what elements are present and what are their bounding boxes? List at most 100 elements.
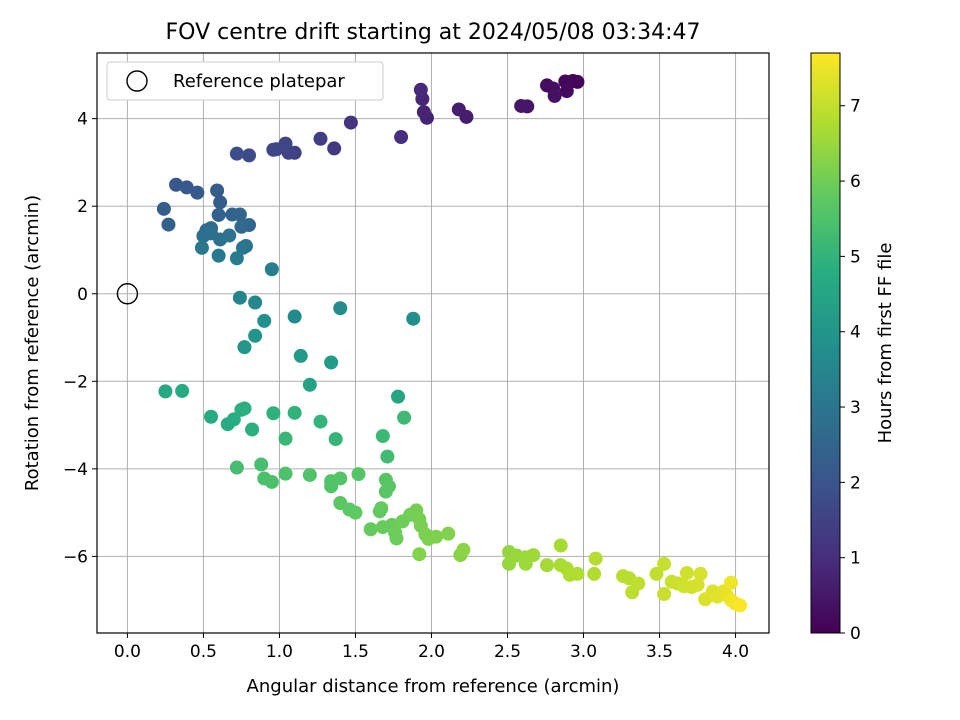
legend-reference-marker	[126, 70, 148, 92]
data-point	[690, 577, 705, 592]
colorbar-gradient	[810, 52, 841, 634]
data-point	[242, 148, 257, 163]
data-point	[278, 466, 293, 481]
x-tick-label: 2.5	[494, 642, 521, 662]
data-point	[245, 422, 260, 437]
data-point	[514, 98, 529, 113]
data-point	[194, 240, 209, 255]
reference-platepar-marker	[116, 283, 139, 305]
y-tick-label: 2	[77, 197, 88, 217]
x-axis-ticks: 0.0 0.5 1.0 1.5 2.0 2.5 3.0 3.5 4.0	[114, 633, 749, 662]
data-point	[374, 501, 389, 516]
data-point	[649, 566, 664, 581]
y-tick-label: −6	[63, 547, 88, 567]
colorbar-tick-label: 1	[850, 549, 861, 569]
data-point	[293, 348, 308, 363]
data-point	[723, 575, 738, 590]
data-point	[248, 295, 263, 310]
data-point	[375, 429, 390, 444]
chart-title: FOV centre drift starting at 2024/05/08 …	[166, 20, 701, 45]
data-point	[232, 207, 247, 222]
data-point	[333, 301, 348, 316]
colorbar-tick-label: 4	[850, 323, 861, 343]
data-point	[540, 558, 555, 573]
data-point	[412, 547, 427, 562]
data-point	[264, 474, 279, 489]
data-point	[237, 401, 252, 416]
data-point	[429, 529, 444, 544]
x-tick-label: 0.5	[190, 642, 217, 662]
data-point	[175, 383, 190, 398]
data-point	[733, 598, 748, 613]
data-point	[229, 146, 244, 161]
data-point	[264, 262, 279, 277]
data-point	[313, 414, 328, 429]
data-point	[226, 412, 241, 427]
x-tick-label: 2.0	[418, 642, 445, 662]
y-tick-label: −2	[63, 372, 88, 392]
data-point	[210, 183, 225, 198]
data-point	[257, 313, 272, 328]
data-point	[204, 409, 219, 424]
x-tick-label: 4.0	[722, 642, 749, 662]
data-point	[657, 556, 672, 571]
data-point	[327, 141, 342, 156]
x-tick-label: 3.0	[570, 642, 597, 662]
data-point	[526, 548, 541, 563]
data-point	[229, 460, 244, 475]
colorbar-tick-label: 2	[850, 473, 861, 493]
x-tick-label: 0.0	[114, 642, 141, 662]
data-point	[348, 505, 363, 520]
y-axis-label: Rotation from reference (arcmin)	[22, 195, 43, 491]
data-point	[156, 201, 171, 216]
data-point	[324, 479, 339, 494]
data-point	[391, 389, 406, 404]
data-point	[547, 88, 562, 103]
data-point	[588, 551, 603, 566]
data-point	[333, 471, 348, 486]
colorbar-tick-label: 7	[850, 97, 861, 117]
data-point	[413, 82, 428, 97]
data-point	[266, 142, 281, 157]
x-tick-label: 3.5	[646, 642, 673, 662]
legend-entry-reference-platepar: Reference platepar	[173, 71, 345, 92]
data-point	[394, 130, 409, 145]
colorbar-tick-label: 0	[850, 624, 861, 644]
y-tick-label: 0	[77, 285, 88, 305]
legend: Reference platepar	[106, 61, 384, 101]
data-point	[328, 432, 343, 447]
data-point	[232, 290, 247, 305]
data-point	[631, 576, 646, 591]
data-point	[287, 405, 302, 420]
data-point	[278, 431, 293, 446]
data-point	[406, 311, 421, 326]
colorbar-ticks: 0 1 2 3 4 5 6 7	[840, 97, 861, 644]
data-point	[302, 467, 317, 482]
data-point	[248, 328, 263, 343]
data-point	[237, 340, 252, 355]
data-point	[234, 219, 249, 234]
data-point	[389, 531, 404, 546]
colorbar-tick-label: 3	[850, 398, 861, 418]
legend-box	[106, 61, 384, 101]
data-point	[553, 538, 568, 553]
data-point	[169, 177, 184, 192]
colorbar: 0 1 2 3 4 5 6 7 Hours from first FF file	[810, 52, 896, 644]
data-point	[441, 526, 456, 541]
y-axis-ticks: −6 −4 −2 0 2 4	[63, 110, 97, 567]
x-axis-label: Angular distance from reference (arcmin)	[247, 676, 620, 697]
data-point	[657, 587, 672, 602]
data-point	[179, 180, 194, 195]
colorbar-tick-label: 5	[850, 247, 861, 267]
plot-frame	[96, 52, 770, 634]
colorbar-label: Hours from first FF file	[875, 243, 896, 444]
data-point	[570, 566, 585, 581]
data-point	[190, 185, 205, 200]
colorbar-tick-label: 6	[850, 172, 861, 192]
data-point	[158, 384, 173, 399]
data-point	[451, 102, 466, 117]
data-point	[456, 542, 471, 557]
data-point	[287, 309, 302, 324]
data-point	[559, 84, 574, 99]
